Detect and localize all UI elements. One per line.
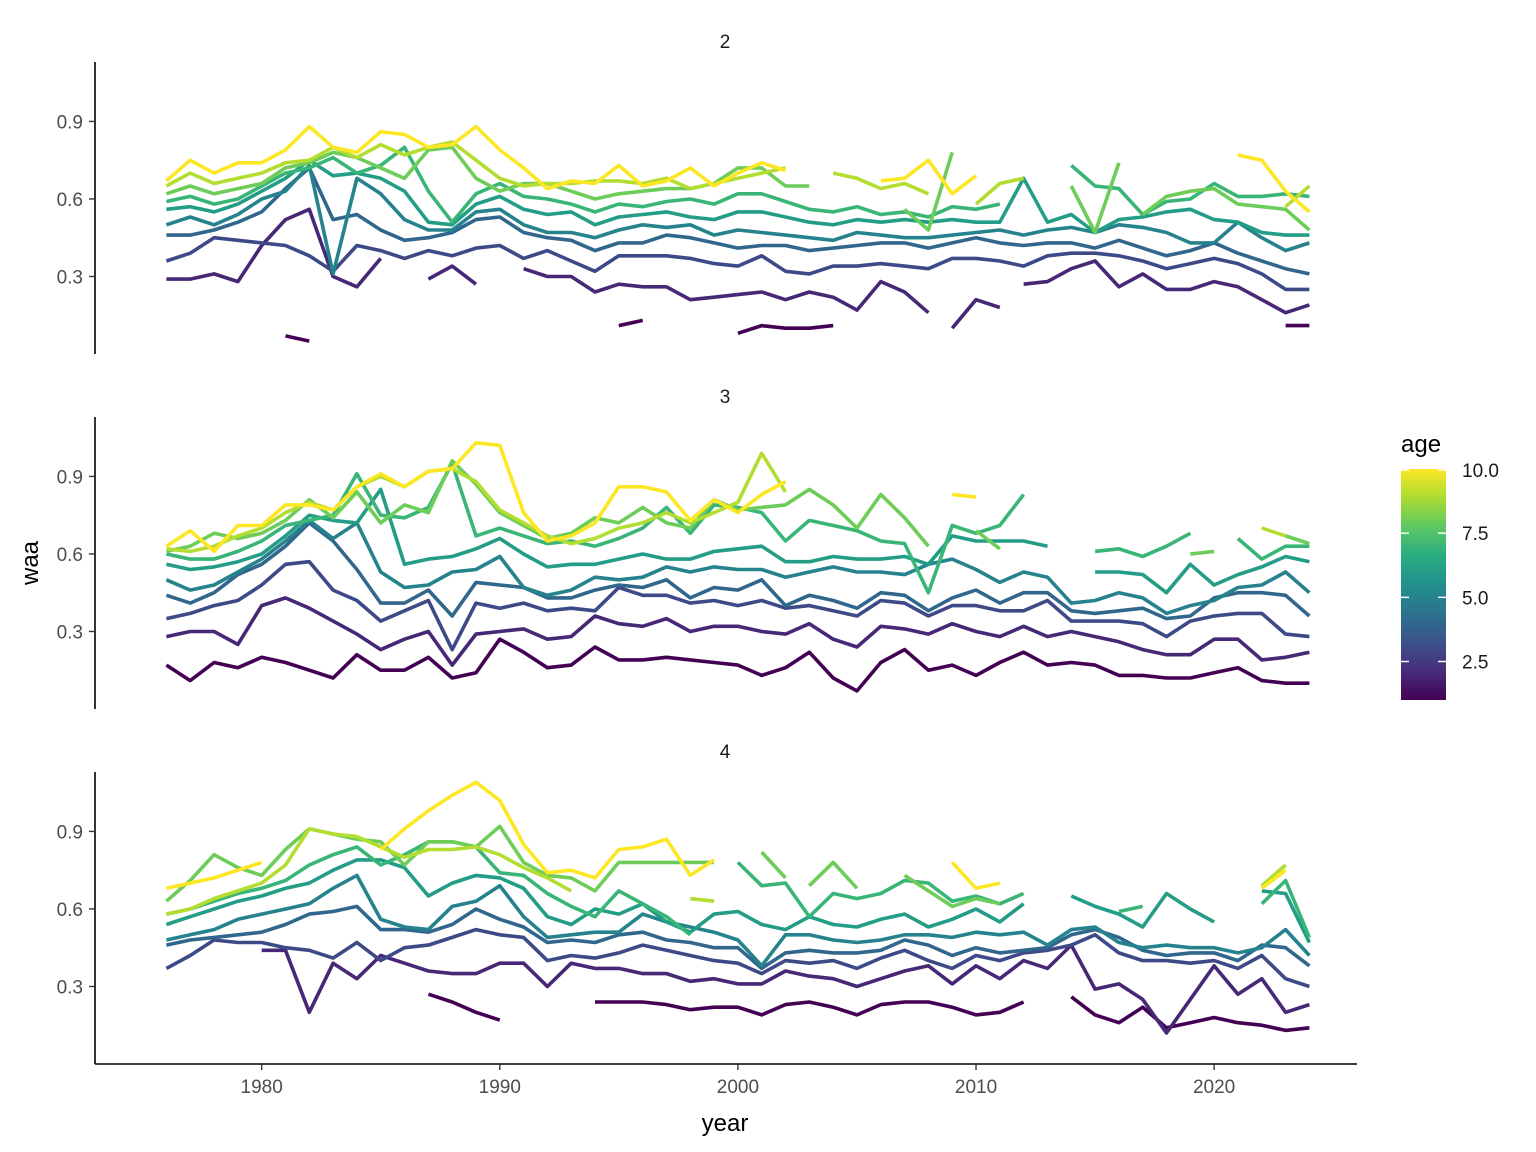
series-line-age-10	[1260, 868, 1287, 890]
series-line-age-2	[523, 266, 930, 315]
series-line-age-10	[952, 492, 977, 499]
series-line-age-7	[1260, 878, 1312, 939]
x-tick-label: 1980	[241, 1077, 283, 1098]
series-line-age-8	[760, 850, 787, 880]
legend-tick-label: 7.5	[1462, 524, 1488, 545]
series-line-age-8	[974, 529, 1001, 551]
facet-panel-3: 3 0.3 0.6 0.9	[57, 387, 1311, 709]
series-line-age-4	[165, 521, 1311, 621]
y-tick-label: 0.9	[57, 112, 83, 133]
series-line-age-1	[618, 318, 644, 328]
facet-panel-2: 2 0.3 0.6 0.9	[57, 32, 1311, 354]
series-line-age-2	[166, 596, 1310, 667]
series-line-age-7	[736, 861, 1025, 919]
x-tick-label: 2020	[1193, 1077, 1235, 1098]
series-line-age-6	[165, 858, 1025, 935]
facet-strip-label: 2	[720, 32, 731, 53]
series-line-age-10	[165, 124, 787, 191]
series-line-age-8	[165, 824, 715, 903]
y-tick-label: 0.6	[57, 900, 83, 921]
series-line-age-2	[261, 943, 1310, 1035]
series-line-age-3	[165, 927, 1310, 989]
series-line-age-1	[737, 323, 834, 336]
legend-tick-label: 2.5	[1462, 653, 1488, 674]
y-tick-label: 0.3	[57, 267, 83, 288]
series-line-age-4	[166, 166, 1310, 276]
y-tick-label: 0.9	[57, 822, 83, 843]
series-line-age-8	[1141, 186, 1311, 232]
series-line-age-3	[166, 559, 1310, 652]
y-tick-label: 0.6	[57, 190, 83, 211]
y-axis-title: waa	[17, 540, 44, 586]
series-line-age-6	[1095, 554, 1310, 595]
series-line-age-1	[595, 1000, 1025, 1017]
legend-title: age	[1401, 431, 1441, 458]
x-tick-label: 2000	[717, 1077, 759, 1098]
x-axis-title: year	[702, 1110, 749, 1137]
series-line-age-7	[166, 145, 1001, 224]
series-line-age-10	[165, 440, 787, 554]
series-line-age-5	[165, 163, 1310, 276]
series-line-age-1	[1070, 995, 1310, 1033]
series-line-age-9	[165, 140, 786, 191]
series-line-age-1	[165, 637, 1310, 693]
y-tick-label: 0.3	[57, 622, 83, 643]
facet-strip-label: 3	[720, 387, 731, 408]
series-line-age-7	[1236, 537, 1310, 561]
series-line-age-2	[166, 207, 383, 289]
series-line-age-4	[166, 904, 1311, 971]
facet-strip-label: 4	[720, 742, 731, 763]
series-line-age-10	[1237, 153, 1311, 214]
series-line-age-1	[285, 334, 310, 343]
series-line-age-5	[165, 518, 1311, 616]
series-line-age-5	[166, 873, 1311, 968]
legend: age 2.5 5.0 7.5 10.0	[1401, 431, 1499, 700]
series-line-age-9	[974, 176, 1024, 206]
series-line-age-9	[690, 896, 715, 903]
series-line-age-2	[427, 264, 478, 286]
series-line-age-10	[880, 158, 978, 196]
series-line-age-6	[1070, 891, 1215, 929]
series-line-age-9	[166, 451, 788, 554]
series-line-age-6	[166, 487, 1048, 572]
legend-colorbar	[1401, 469, 1446, 700]
series-line-age-8	[808, 860, 859, 890]
y-tick-label: 0.9	[57, 467, 83, 488]
series-line-age-8	[903, 151, 954, 232]
series-line-age-2	[950, 297, 1001, 330]
series-line-age-8	[1190, 549, 1215, 556]
legend-tick-label: 10.0	[1462, 461, 1499, 482]
series-line-age-2	[1023, 259, 1310, 315]
series-line-age-10	[166, 860, 263, 891]
series-line-age-10	[379, 780, 716, 880]
y-tick-label: 0.3	[57, 977, 83, 998]
series-line-age-9	[1261, 526, 1287, 538]
series-line-age-8	[1069, 162, 1121, 235]
legend-tick-label: 5.0	[1462, 588, 1488, 609]
series-line-age-1	[427, 992, 501, 1022]
series-line-age-7	[166, 461, 1026, 595]
series-line-age-8	[903, 873, 1001, 909]
series-line-age-9	[166, 826, 573, 916]
series-line-age-9	[832, 171, 930, 196]
x-tick-label: 2010	[955, 1077, 997, 1098]
series-line-age-8	[1285, 534, 1310, 546]
series-line-age-7	[1118, 904, 1144, 914]
series-line-age-10	[950, 861, 1001, 891]
series-line-age-9	[1284, 184, 1311, 209]
x-tick-label: 1990	[479, 1077, 521, 1098]
facet-panel-4: 4 0.3 0.6 0.9	[57, 742, 1312, 1064]
series-line-age-3	[165, 235, 1310, 292]
series-line-age-9	[1260, 863, 1287, 888]
series-line-age-7	[1094, 531, 1192, 559]
y-tick-label: 0.6	[57, 545, 83, 566]
series-line-age-6	[1261, 889, 1312, 944]
